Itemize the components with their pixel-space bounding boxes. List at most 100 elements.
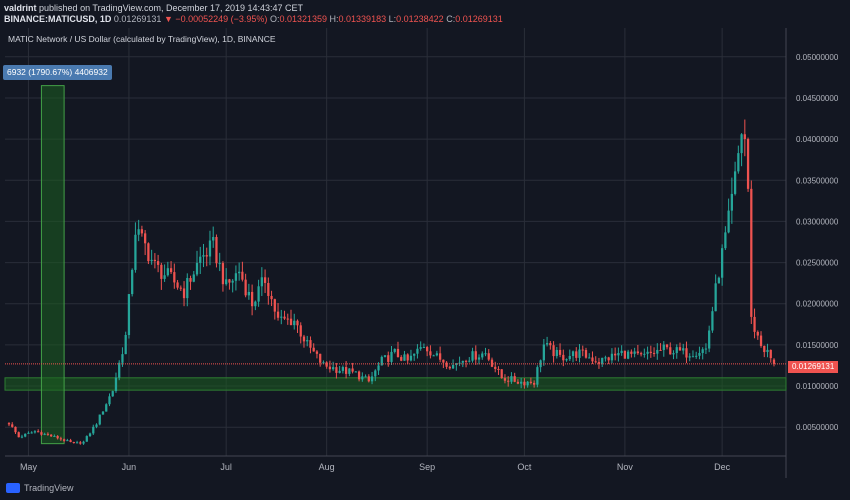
candle-body[interactable] [523,381,526,386]
candle-body[interactable] [169,268,173,273]
candle-body[interactable] [490,359,494,367]
candle-body[interactable] [267,282,270,296]
candle-body[interactable] [43,433,46,435]
candle-body[interactable] [341,367,345,371]
candle-body[interactable] [474,351,477,360]
candle-body[interactable] [435,353,439,356]
candle-body[interactable] [14,426,17,433]
candle-body[interactable] [513,376,516,382]
candle-body[interactable] [137,229,140,235]
candle-body[interactable] [649,351,652,353]
candle-body[interactable] [56,435,59,439]
candle-body[interactable] [604,357,607,359]
candle-body[interactable] [636,351,639,354]
candle-body[interactable] [260,277,263,287]
candle-body[interactable] [225,279,228,285]
candle-body[interactable] [451,365,455,369]
candle-body[interactable] [481,353,484,358]
candle-body[interactable] [228,279,231,283]
candle-body[interactable] [698,352,701,356]
candle-body[interactable] [526,381,529,386]
candle-body[interactable] [520,381,523,384]
candle-body[interactable] [348,368,351,374]
candle-body[interactable] [283,316,286,319]
candle-body[interactable] [75,442,79,444]
candle-body[interactable] [468,360,471,362]
candle-body[interactable] [568,356,571,360]
candle-body[interactable] [769,349,772,359]
candle-body[interactable] [717,277,721,284]
candle-body[interactable] [286,318,289,320]
candle-body[interactable] [254,301,257,307]
candle-body[interactable] [445,362,448,367]
candle-body[interactable] [124,334,127,355]
candle-body[interactable] [312,347,315,352]
candle-body[interactable] [487,353,490,360]
candle-body[interactable] [189,278,192,282]
candle-body[interactable] [597,362,601,364]
candle-body[interactable] [536,367,539,385]
candle-body[interactable] [208,240,212,257]
candle-body[interactable] [737,153,740,172]
candle-body[interactable] [179,287,182,289]
candle-body[interactable] [588,357,591,359]
candle-body[interactable] [753,316,756,332]
candle-body[interactable] [234,273,238,281]
candle-body[interactable] [614,353,617,356]
candle-body[interactable] [46,433,50,435]
candle-body[interactable] [578,349,581,358]
candle-body[interactable] [238,271,241,274]
candle-body[interactable] [409,355,413,361]
candle-body[interactable] [746,139,750,189]
candle-body[interactable] [678,347,682,351]
candle-body[interactable] [33,431,37,433]
candle-body[interactable] [176,282,179,288]
candle-body[interactable] [127,294,131,335]
candle-body[interactable] [688,356,691,358]
candle-body[interactable] [400,357,403,361]
candle-body[interactable] [759,335,763,346]
candle-body[interactable] [156,261,160,265]
candle-body[interactable] [727,210,730,233]
candle-body[interactable] [383,355,387,357]
candle-body[interactable] [280,316,283,318]
candle-body[interactable] [328,366,332,370]
candle-body[interactable] [672,353,675,355]
candle-body[interactable] [374,370,377,377]
candle-body[interactable] [118,362,121,378]
candle-body[interactable] [62,439,66,441]
candle-body[interactable] [432,355,435,357]
candle-body[interactable] [639,353,643,355]
candle-body[interactable] [322,362,325,364]
candle-body[interactable] [455,363,458,366]
candle-body[interactable] [296,320,299,326]
candle-body[interactable] [721,248,724,278]
candle-body[interactable] [503,378,507,381]
candle-body[interactable] [497,368,500,370]
candle-body[interactable] [195,262,199,275]
candle-body[interactable] [302,336,306,342]
candle-body[interactable] [59,438,62,440]
candle-body[interactable] [601,357,604,364]
candle-body[interactable] [507,380,510,382]
candle-body[interactable] [79,442,82,444]
candle-body[interactable] [121,354,124,363]
candle-body[interactable] [92,426,95,434]
candle-body[interactable] [114,377,118,392]
candle-body[interactable] [351,368,354,372]
candle-body[interactable] [377,365,380,371]
candle-body[interactable] [545,343,549,345]
candle-body[interactable] [309,340,312,348]
support-zone[interactable] [4,377,787,391]
candle-body[interactable] [166,268,169,276]
candle-body[interactable] [750,188,753,317]
candle-body[interactable] [682,348,685,351]
candle-body[interactable] [37,431,40,433]
candle-body[interactable] [558,349,562,355]
candle-body[interactable] [532,382,536,385]
candle-body[interactable] [150,259,153,262]
candle-body[interactable] [571,351,575,357]
candle-body[interactable] [477,357,481,360]
candle-body[interactable] [20,436,24,438]
